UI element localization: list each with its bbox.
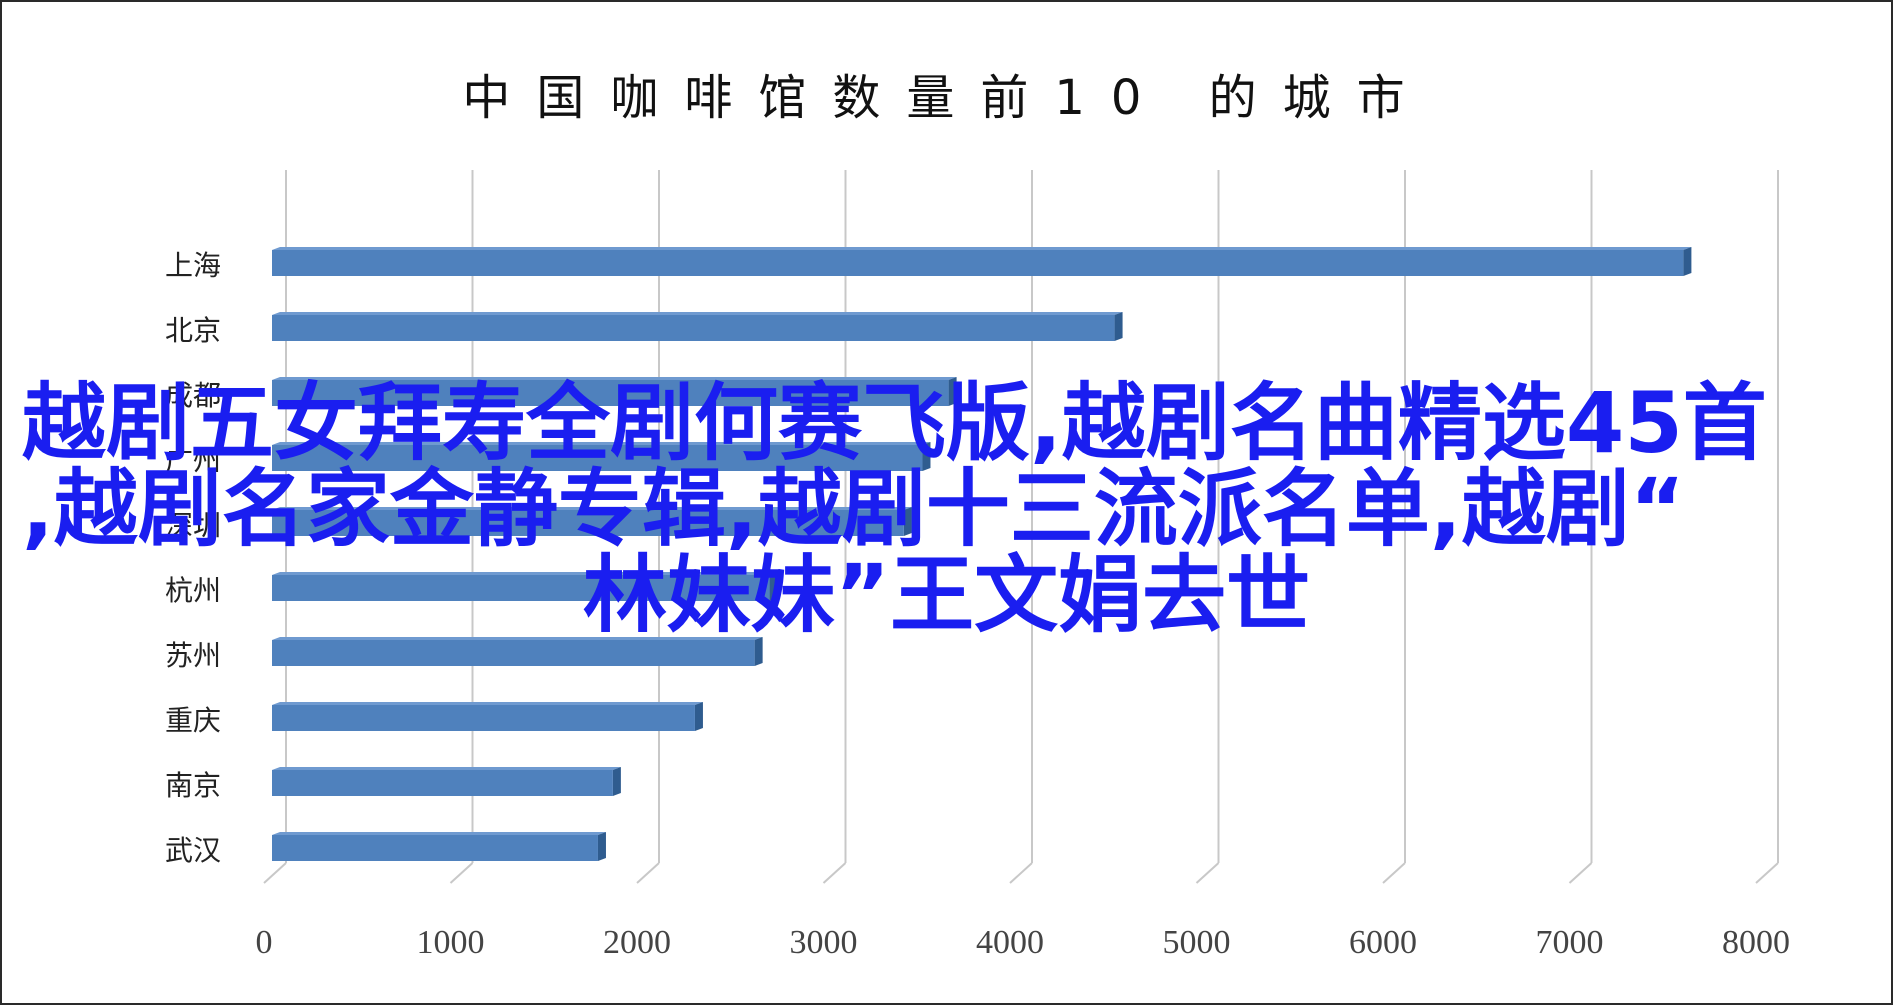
bar-top xyxy=(272,507,912,510)
gridline-floor xyxy=(1568,862,1593,884)
x-tick-label: 4000 xyxy=(976,924,1044,961)
bar xyxy=(272,835,598,861)
bar-end xyxy=(903,507,912,536)
category-label: 杭州 xyxy=(165,574,221,607)
x-tick-label: 0 xyxy=(256,924,273,961)
bar xyxy=(272,705,695,731)
bar-top xyxy=(272,637,763,640)
bar-end xyxy=(754,637,763,666)
category-label: 广州 xyxy=(165,444,221,477)
category-label: 重庆 xyxy=(165,704,221,737)
bar xyxy=(272,250,1684,276)
category-label: 武汉 xyxy=(165,834,221,867)
bar xyxy=(272,510,904,536)
bar-end xyxy=(769,572,778,601)
x-tick-label: 3000 xyxy=(790,924,858,961)
gridline-floor xyxy=(636,862,660,884)
bar-end xyxy=(694,702,703,731)
bar-end xyxy=(948,377,957,406)
bar-end xyxy=(1114,312,1123,341)
category-label: 深圳 xyxy=(165,509,221,542)
bar xyxy=(272,640,755,666)
bar xyxy=(272,380,949,406)
bar xyxy=(272,315,1115,341)
bar-top xyxy=(272,702,703,705)
bar-top xyxy=(272,767,621,770)
bar-top xyxy=(272,312,1123,315)
bar-end xyxy=(597,832,606,861)
bar-top xyxy=(272,832,606,835)
bar xyxy=(272,445,923,471)
category-label: 成都 xyxy=(165,379,221,412)
bar xyxy=(272,575,770,601)
bar-end xyxy=(1683,247,1692,276)
gridline-floor xyxy=(263,862,287,884)
bar-top xyxy=(272,442,931,445)
x-tick-label: 8000 xyxy=(1722,924,1790,961)
gridline-floor xyxy=(1009,862,1033,884)
category-label: 北京 xyxy=(165,314,221,347)
bar-end xyxy=(922,442,931,471)
x-tick-label: 6000 xyxy=(1349,924,1417,961)
category-label: 南京 xyxy=(165,769,221,802)
bar-end xyxy=(612,767,621,796)
gridline-floor xyxy=(449,862,474,884)
gridline-floor xyxy=(1195,862,1220,884)
bar-top xyxy=(272,572,778,575)
x-tick-label: 2000 xyxy=(603,924,671,961)
category-label: 苏州 xyxy=(165,639,221,672)
chart-title: 中国咖啡馆数量前10 的城市 xyxy=(462,70,1431,126)
x-tick-label: 1000 xyxy=(417,924,485,961)
x-tick-label: 7000 xyxy=(1536,924,1604,961)
gridline-floor xyxy=(1755,862,1779,884)
gridline-floor xyxy=(822,862,847,884)
bar-top xyxy=(272,247,1692,250)
bar-top xyxy=(272,377,957,380)
category-label: 上海 xyxy=(165,249,221,282)
bar xyxy=(272,770,613,796)
gridline-floor xyxy=(1382,862,1406,884)
x-tick-label: 5000 xyxy=(1163,924,1231,961)
